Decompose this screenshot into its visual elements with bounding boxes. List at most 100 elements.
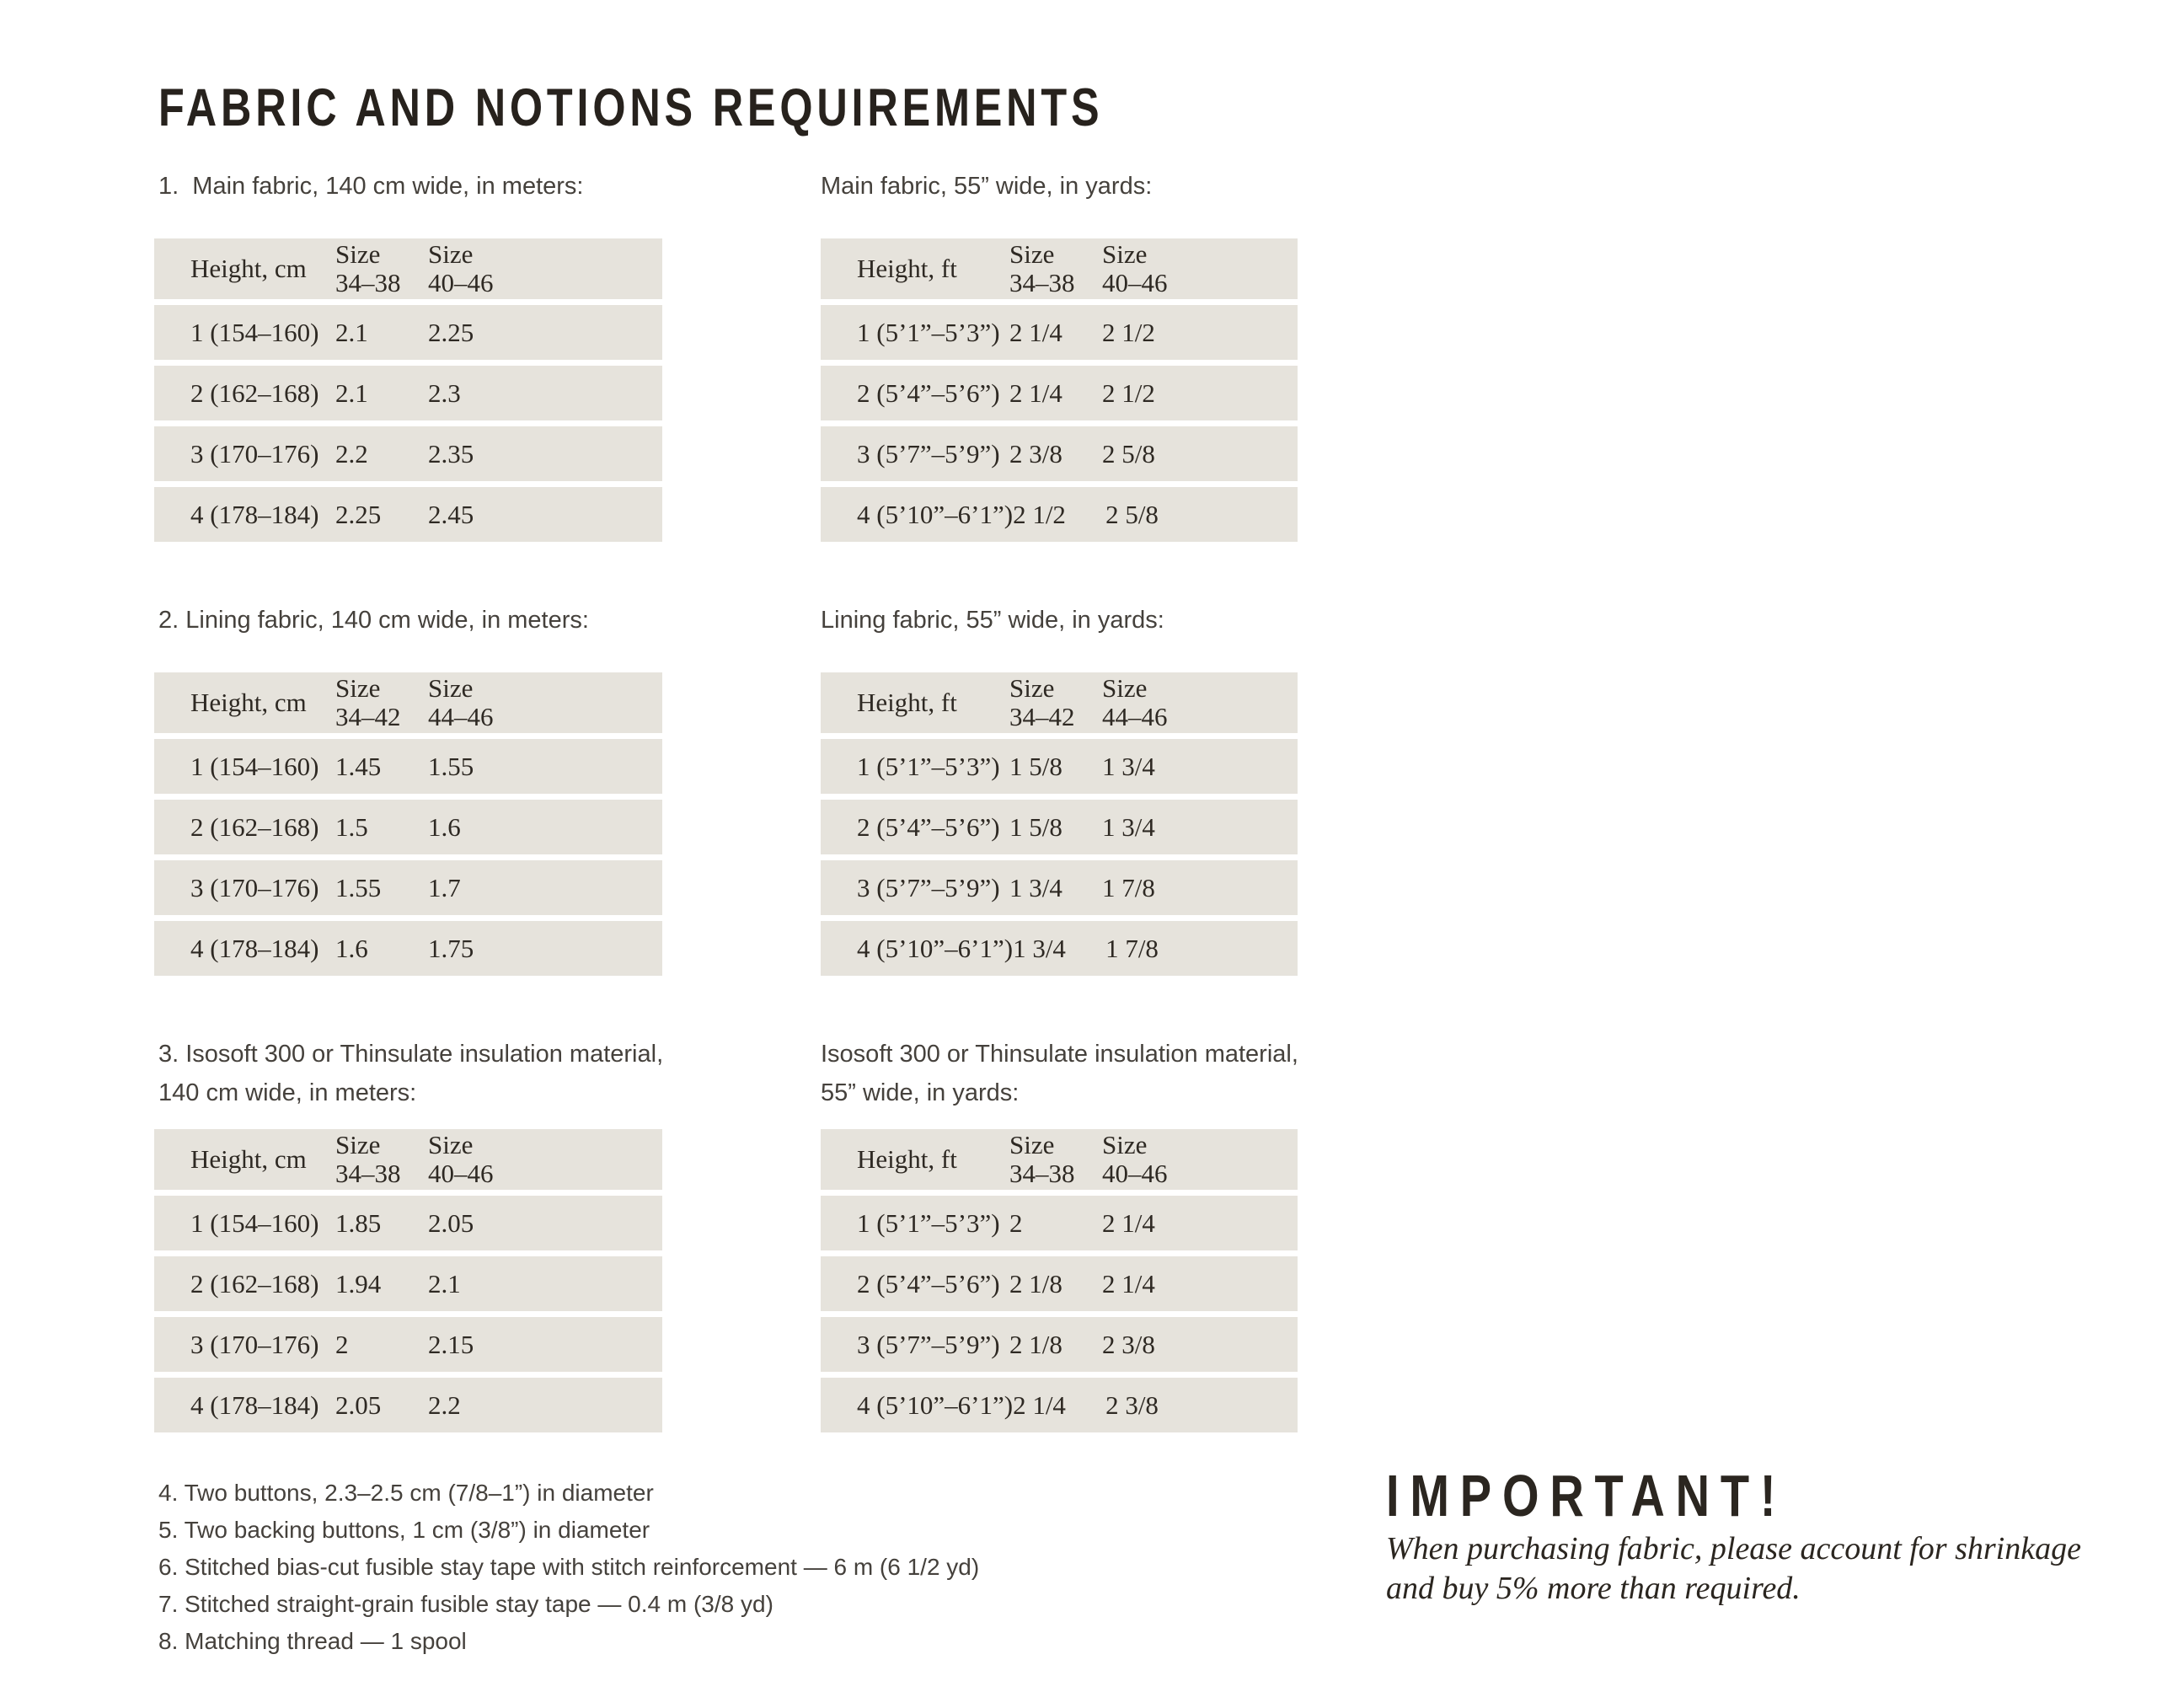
lining-fabric-imperial-table: Height, ft Size 34–42 Size 44–46 1 (5’1”… <box>821 672 1298 982</box>
column-header-line: 34–38 <box>335 268 401 297</box>
height-cell: 1 (5’1”–5’3”) <box>857 1207 1000 1238</box>
column-header-size-b: Size 40–46 <box>1102 1131 1168 1188</box>
size-a-cell: 2 3/8 <box>1009 438 1062 468</box>
size-a-cell: 2 1/4 <box>1009 317 1062 347</box>
size-b-cell: 2 1/2 <box>1102 317 1155 347</box>
height-cell: 3 (170–176) <box>190 438 319 468</box>
table-header-row: Height, cm Size 34–42 Size 44–46 <box>154 672 662 733</box>
column-header-line: 34–38 <box>335 1159 401 1188</box>
column-header-line: Size <box>1102 1130 1148 1159</box>
table-row: 2 (5’4”–5’6”) 1 5/8 1 3/4 <box>821 800 1298 854</box>
height-cell: 4 (178–184) <box>190 499 319 529</box>
size-b-cell: 2.45 <box>428 499 474 529</box>
column-header-line: Size <box>428 1130 474 1159</box>
size-b-cell: 1.55 <box>428 751 474 781</box>
column-header-size-a: Size 34–38 <box>335 240 428 297</box>
column-header-line: 44–46 <box>428 702 494 731</box>
size-a-cell: 1.94 <box>335 1268 382 1298</box>
column-header-line: Size <box>1009 673 1055 703</box>
notion-item: 4. Two buttons, 2.3–2.5 cm (7/8–1”) in d… <box>158 1480 654 1506</box>
insulation-metric-table: Height, cm Size 34–38 Size 40–46 1 (154–… <box>154 1129 662 1438</box>
column-header-size-b: Size 44–46 <box>428 674 494 731</box>
height-cell: 2 (5’4”–5’6”) <box>857 811 1000 842</box>
column-header-line: 44–46 <box>1102 702 1168 731</box>
table-row: 3 (170–176) 1.55 1.7 <box>154 860 662 915</box>
height-cell: 2 (162–168) <box>190 377 319 408</box>
height-cell: 2 (162–168) <box>190 811 319 842</box>
column-header-height: Height, cm <box>190 254 307 283</box>
table-row: 2 (5’4”–5’6”) 2 1/4 2 1/2 <box>821 366 1298 420</box>
size-b-cell: 2.05 <box>428 1207 474 1238</box>
table-header-row: Height, ft Size 34–42 Size 44–46 <box>821 672 1298 733</box>
table-row: 4 (5’10”–6’1”) 2 1/4 2 3/8 <box>821 1378 1298 1432</box>
size-a-cell: 1.85 <box>335 1207 382 1238</box>
height-cell: 3 (5’7”–5’9”) <box>857 1329 1000 1359</box>
table-row: 4 (5’10”–6’1”) 2 1/2 2 5/8 <box>821 487 1298 542</box>
table-row: 3 (170–176) 2 2.15 <box>154 1317 662 1372</box>
column-header-line: Size <box>428 239 474 269</box>
size-b-cell: 2.3 <box>428 377 461 408</box>
column-header-size-a: Size 34–38 <box>335 1131 428 1188</box>
table-row: 4 (5’10”–6’1”) 1 3/4 1 7/8 <box>821 921 1298 976</box>
size-a-cell: 1.45 <box>335 751 382 781</box>
table-row: 1 (5’1”–5’3”) 2 2 1/4 <box>821 1196 1298 1250</box>
size-a-cell: 1.6 <box>335 933 368 963</box>
column-header-height: Height, ft <box>857 688 957 717</box>
size-a-cell: 2.1 <box>335 317 368 347</box>
size-a-cell: 2 1/8 <box>1009 1268 1062 1298</box>
table-header-row: Height, ft Size 34–38 Size 40–46 <box>821 1129 1298 1190</box>
table-row: 1 (154–160) 1.45 1.55 <box>154 739 662 794</box>
height-cell: 1 (5’1”–5’3”) <box>857 751 1000 781</box>
size-b-cell: 2 1/2 <box>1102 377 1155 408</box>
column-header-size-a: Size 34–42 <box>1009 674 1102 731</box>
column-header-size-b: Size 44–46 <box>1102 674 1168 731</box>
notion-item: 7. Stitched straight-grain fusible stay … <box>158 1591 773 1617</box>
size-b-cell: 2 5/8 <box>1102 438 1155 468</box>
size-b-cell: 2.2 <box>428 1389 461 1420</box>
table-row: 1 (5’1”–5’3”) 1 5/8 1 3/4 <box>821 739 1298 794</box>
notions-list: 4. Two buttons, 2.3–2.5 cm (7/8–1”) in d… <box>158 1475 979 1660</box>
column-header-height: Height, ft <box>857 1144 957 1174</box>
size-b-cell: 1 3/4 <box>1102 811 1155 842</box>
size-b-cell: 2 1/4 <box>1102 1207 1155 1238</box>
size-b-cell: 2.35 <box>428 438 474 468</box>
section-3-metric-label: 3. Isosoft 300 or Thinsulate insulation … <box>158 1041 664 1106</box>
column-header-line: Size <box>1009 1130 1055 1159</box>
table-header-row: Height, cm Size 34–38 Size 40–46 <box>154 238 662 299</box>
column-header-line: Size <box>1102 673 1148 703</box>
size-b-cell: 2 1/4 <box>1102 1268 1155 1298</box>
size-a-cell: 2 1/2 <box>1013 499 1066 529</box>
main-fabric-imperial-table: Height, ft Size 34–38 Size 40–46 1 (5’1”… <box>821 238 1298 548</box>
table-row: 4 (178–184) 2.05 2.2 <box>154 1378 662 1432</box>
height-cell: 4 (5’10”–6’1”) <box>857 1389 1014 1420</box>
size-a-cell: 2 <box>335 1329 349 1359</box>
column-header-line: Size <box>1009 239 1055 269</box>
size-a-cell: 1 3/4 <box>1009 872 1062 902</box>
size-b-cell: 2.15 <box>428 1329 474 1359</box>
size-a-cell: 1 3/4 <box>1013 933 1066 963</box>
size-b-cell: 2.1 <box>428 1268 461 1298</box>
column-header-size-a: Size 34–38 <box>1009 240 1102 297</box>
height-cell: 2 (162–168) <box>190 1268 319 1298</box>
notion-item: 5. Two backing buttons, 1 cm (3/8”) in d… <box>158 1517 650 1543</box>
table-row: 1 (154–160) 1.85 2.05 <box>154 1196 662 1250</box>
size-b-cell: 1.7 <box>428 872 461 902</box>
size-b-cell: 1 7/8 <box>1102 872 1155 902</box>
height-cell: 1 (154–160) <box>190 751 319 781</box>
table-row: 3 (5’7”–5’9”) 1 3/4 1 7/8 <box>821 860 1298 915</box>
column-header-size-b: Size 40–46 <box>428 1131 494 1188</box>
size-a-cell: 2.05 <box>335 1389 382 1420</box>
table-row: 1 (154–160) 2.1 2.25 <box>154 305 662 360</box>
section-1-imperial-label: Main fabric, 55” wide, in yards: <box>821 173 1153 200</box>
size-b-cell: 1 3/4 <box>1102 751 1155 781</box>
size-a-cell: 2.1 <box>335 377 368 408</box>
table-row: 2 (5’4”–5’6”) 2 1/8 2 1/4 <box>821 1256 1298 1311</box>
size-a-cell: 2.2 <box>335 438 368 468</box>
height-cell: 4 (5’10”–6’1”) <box>857 933 1014 963</box>
height-cell: 3 (5’7”–5’9”) <box>857 872 1000 902</box>
column-header-line: 40–46 <box>428 1159 494 1188</box>
section-1-metric-label: 1. Main fabric, 140 cm wide, in meters: <box>158 173 584 200</box>
table-row: 1 (5’1”–5’3”) 2 1/4 2 1/2 <box>821 305 1298 360</box>
important-note: When purchasing fabric, please account f… <box>1386 1531 2081 1606</box>
table-header-row: Height, cm Size 34–38 Size 40–46 <box>154 1129 662 1190</box>
